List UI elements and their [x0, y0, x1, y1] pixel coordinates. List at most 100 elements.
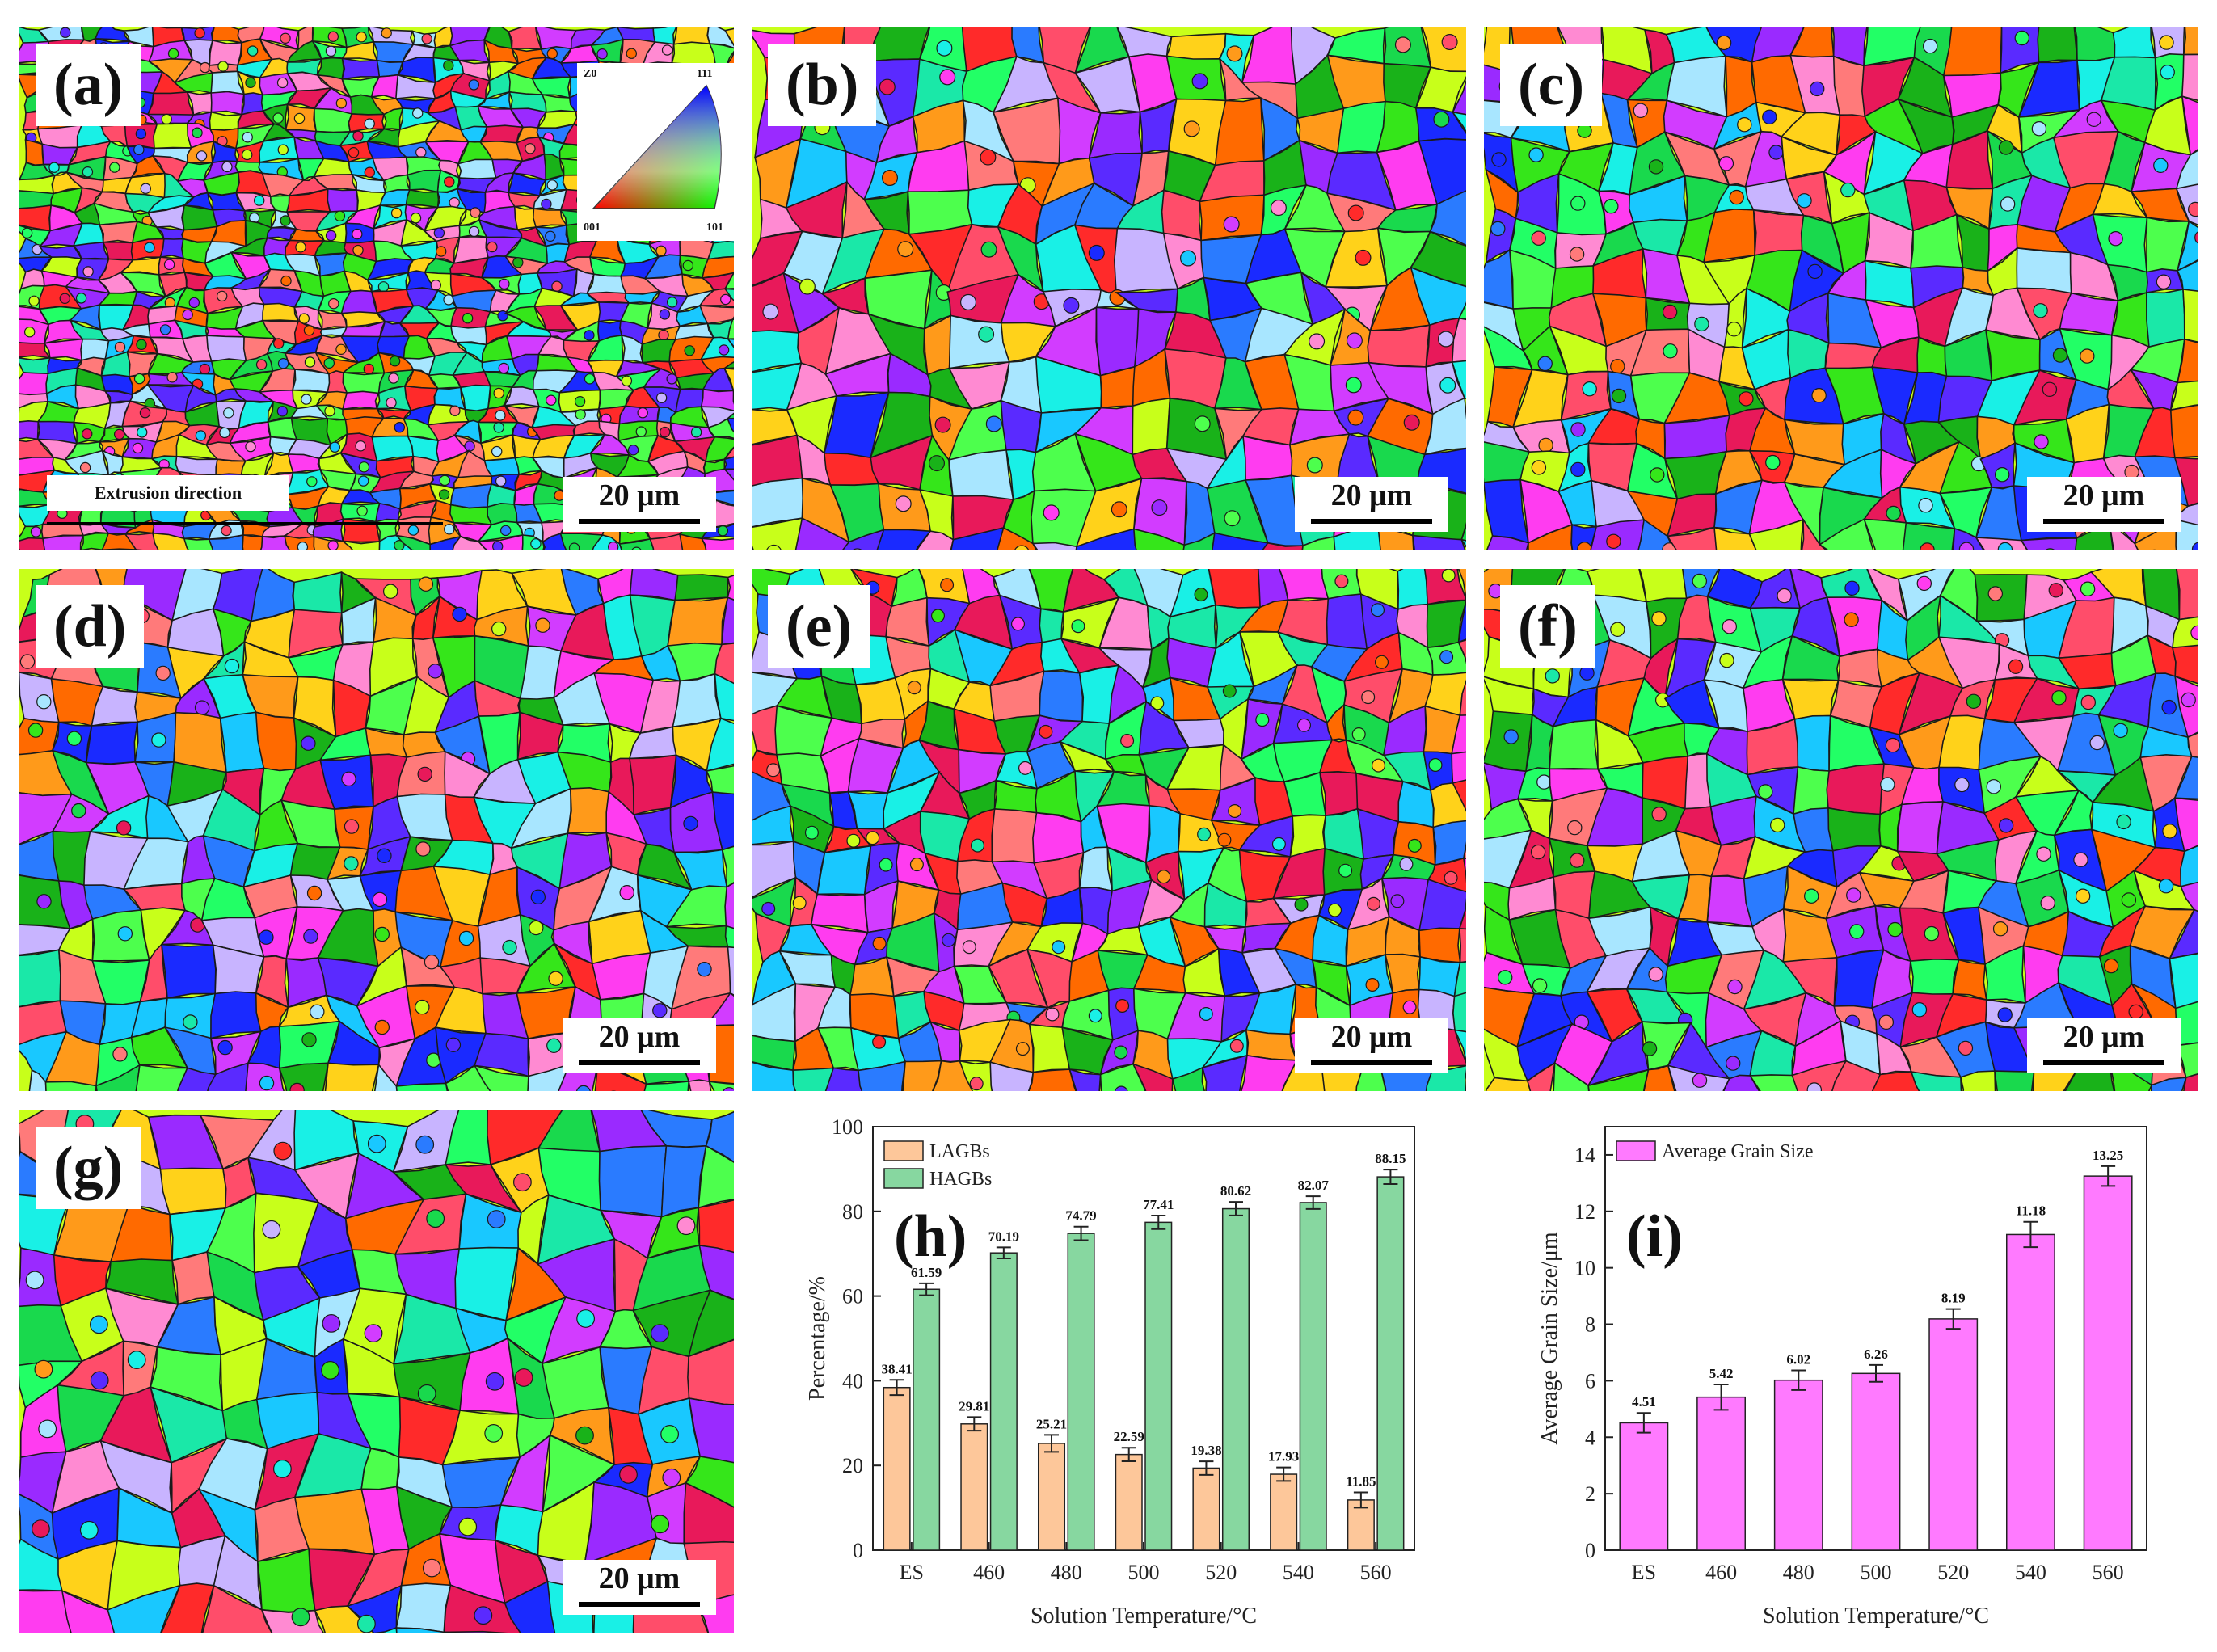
small-grain: [194, 700, 210, 715]
grain: [1068, 1068, 1102, 1091]
small-grain: [1052, 940, 1066, 955]
data-label: 19.38: [1191, 1443, 1221, 1458]
small-grain: [1570, 422, 1586, 437]
grain: [2176, 259, 2198, 296]
small-grain: [159, 324, 171, 335]
grain: [706, 240, 734, 260]
small-grain: [1224, 510, 1241, 527]
small-grain: [424, 955, 440, 970]
small-grain: [335, 343, 347, 355]
grain: [824, 1067, 865, 1091]
x-tick-label: 500: [1128, 1561, 1160, 1584]
grain: [1587, 1068, 1650, 1091]
grain: [685, 1455, 734, 1508]
small-grain: [568, 542, 580, 550]
grain: [1994, 1070, 2035, 1091]
small-grain: [1191, 73, 1208, 90]
data-label: 4.51: [1632, 1394, 1656, 1410]
small-grain: [167, 48, 179, 59]
small-grain: [1992, 921, 2008, 937]
grain: [201, 1584, 273, 1633]
grain: [1165, 32, 1227, 61]
grain: [102, 241, 134, 261]
small-grain: [412, 107, 424, 119]
data-label: 6.02: [1786, 1351, 1810, 1367]
small-grain: [1694, 316, 1709, 332]
small-grain: [439, 474, 451, 487]
x-tick-label: ES: [900, 1561, 924, 1584]
small-grain: [631, 546, 642, 550]
panel-label-d: (d): [36, 585, 145, 668]
small-grain: [303, 929, 318, 944]
small-grain: [660, 426, 671, 438]
small-grain: [980, 149, 997, 166]
data-label: 82.07: [1298, 1178, 1330, 1193]
small-grain: [34, 1359, 53, 1379]
small-grain: [1444, 870, 1458, 885]
small-grain: [133, 144, 145, 155]
small-grain: [247, 45, 259, 57]
small-grain: [194, 27, 205, 39]
small-grain: [853, 548, 862, 550]
small-grain: [1844, 612, 1859, 627]
small-grain: [575, 409, 586, 420]
small-grain: [2121, 892, 2137, 908]
small-grain: [1718, 156, 1734, 171]
small-grain: [245, 440, 256, 453]
small-grain: [2108, 231, 2123, 247]
grain: [152, 532, 192, 550]
small-grain: [1924, 925, 1940, 942]
small-grain: [1150, 696, 1165, 710]
x-tick-label: 560: [2093, 1561, 2124, 1584]
small-grain: [1441, 34, 1458, 50]
ipf-111-label: 111: [697, 68, 713, 80]
grain: [1411, 534, 1466, 550]
small-grain: [637, 407, 648, 419]
small-grain: [1878, 1014, 1894, 1030]
small-grain: [421, 33, 432, 44]
grain: [1452, 779, 1466, 812]
grain: [2173, 457, 2198, 508]
small-grain: [136, 427, 148, 438]
bar-lagbs: [883, 1386, 911, 1551]
small-grain: [322, 1313, 341, 1333]
grain: [959, 1060, 993, 1091]
ebsd-map-g: (g) 20 μm: [19, 1110, 734, 1633]
small-grain: [484, 1424, 504, 1443]
grain: [1801, 517, 1827, 550]
small-grain: [1532, 978, 1548, 993]
grain: [1748, 518, 1804, 550]
bar-average-grain-size: [1696, 1396, 1746, 1551]
ebsd-map-f: (f) 20 μm: [1484, 569, 2198, 1091]
small-grain: [221, 161, 233, 173]
small-grain: [1327, 903, 1342, 917]
small-grain: [462, 313, 474, 324]
small-grain: [2128, 1004, 2143, 1020]
grain: [687, 1338, 734, 1405]
small-grain: [374, 926, 390, 942]
small-grain: [321, 1361, 340, 1380]
small-grain: [2042, 381, 2058, 397]
grain: [706, 717, 734, 773]
grain: [2180, 845, 2198, 887]
small-grain: [2073, 852, 2088, 867]
small-grain: [1428, 758, 1443, 773]
grain: [459, 384, 491, 412]
small-grain: [114, 341, 126, 353]
small-grain: [301, 735, 316, 751]
small-grain: [277, 144, 289, 155]
bar-hagbs: [989, 1252, 1018, 1551]
small-grain: [635, 426, 647, 437]
small-grain: [364, 1324, 383, 1343]
small-grain: [1727, 979, 1743, 995]
small-grain: [1768, 145, 1784, 160]
small-grain: [81, 428, 93, 440]
small-grain: [962, 940, 976, 955]
small-grain: [1849, 924, 1865, 939]
small-grain: [32, 243, 43, 255]
grain: [629, 754, 677, 816]
grain: [725, 412, 734, 419]
small-grain: [971, 838, 985, 853]
x-axis-title: Solution Temperature/°C: [1763, 1604, 1989, 1629]
small-grain: [2089, 735, 2105, 751]
